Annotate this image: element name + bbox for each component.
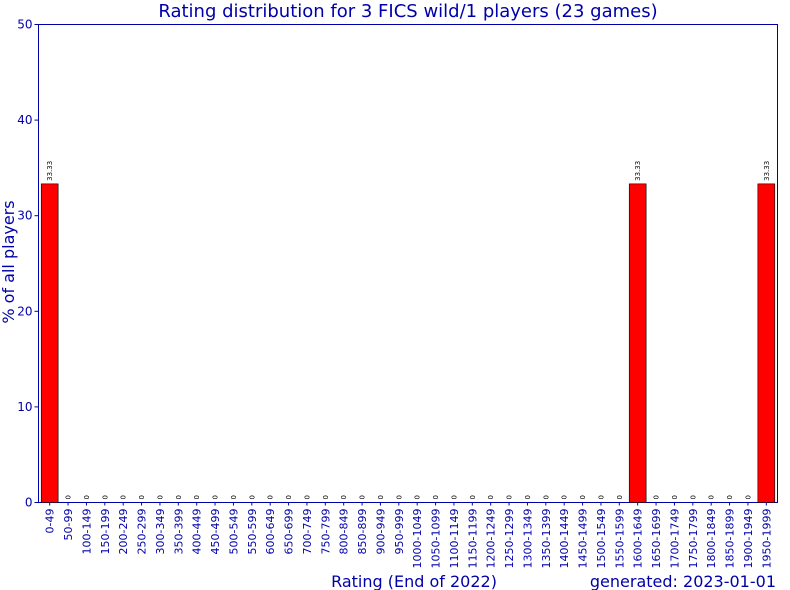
bar-data-label: 0 [432,495,440,499]
bar-data-label: 0 [561,495,569,499]
x-tick-label: 700-749 [301,509,314,555]
bar-data-label: 0 [653,495,661,499]
x-tick-label: 950-999 [393,509,406,555]
x-tick-label: 550-599 [246,509,259,555]
y-axis: 0 10 20 30 40 50 [17,18,39,510]
x-tick-label: 1750-1799 [687,509,700,569]
bar-data-label: 0 [689,495,697,499]
bar-data-label: 0 [285,495,293,499]
bar-data-label: 0 [322,495,330,499]
x-tick-label: 1550-1599 [613,509,626,569]
bar-data-label: 33.33 [763,161,771,181]
bar-data-label: 0 [212,495,220,499]
y-tick-label: 50 [17,18,32,32]
bar-data-label: 0 [377,495,385,499]
x-axis: 0-49 50-99 100-149 150-199 200-249 250-299 300… [44,502,773,569]
y-tick-label: 20 [17,304,32,318]
bar-data-label: 0 [597,495,605,499]
y-tick-label: 40 [17,113,32,127]
y-tick-label: 10 [17,400,32,414]
bar-data-label: 0 [708,495,716,499]
x-tick-label: 600-649 [264,509,277,555]
bar-data-label: 0 [193,495,201,499]
x-tick-label: 850-899 [356,509,369,555]
bar-data-label: 0 [230,495,238,499]
y-tick-label: 30 [17,209,32,223]
plot-frame [38,24,778,503]
x-tick-label: 200-249 [117,509,130,555]
bar-data-label: 0 [359,495,367,499]
bar-data-label: 0 [267,495,275,499]
generated-date: generated: 2023-01-01 [590,572,776,590]
bar-data-label: 0 [450,495,458,499]
bar-data-label: 33.33 [46,161,54,181]
x-tick-label: 0-49 [44,509,57,534]
bar-data-label: 0 [542,495,550,499]
bar-data-label: 0 [671,495,679,499]
bar-data-label: 0 [726,495,734,499]
x-tick-label: 1600-1649 [632,509,645,569]
bar-data-label: 0 [487,495,495,499]
bar-data-label: 0 [65,495,73,499]
bar-data-label: 0 [120,495,128,499]
bar-data-label: 0 [616,495,624,499]
bar-data-label: 0 [83,495,91,499]
x-tick-label: 1000-1049 [411,509,424,569]
x-tick-label: 350-399 [172,509,185,555]
x-tick-label: 800-849 [338,509,351,555]
bar-data-label: 0 [579,495,587,499]
x-tick-label: 1150-1199 [466,509,479,569]
bar-data-label: 0 [340,495,348,499]
x-tick-label: 1450-1499 [577,509,590,569]
x-tick-label: 50-99 [62,509,75,541]
x-tick-label: 1400-1449 [558,509,571,569]
bar-data-label: 0 [156,495,164,499]
bar-0-49 [40,183,59,503]
x-tick-label: 1300-1349 [521,509,534,569]
x-tick-label: 750-799 [319,509,332,555]
x-tick-label: 500-549 [227,509,240,555]
bars-group: 33.33 0 0 0 0 0 0 0 0 0 0 0 0 0 0 0 0 0 0 0 0 0 0 0 0 0 0 0 0 0 0 0 33.3… [40,161,776,503]
x-tick-label: 100-149 [80,509,93,555]
x-tick-label: 900-949 [374,509,387,555]
x-tick-label: 250-299 [136,509,149,555]
x-tick-label: 1700-1749 [668,509,681,569]
y-axis-label: % of all players [0,200,18,323]
bar-data-label: 0 [744,495,752,499]
x-tick-label: 1350-1399 [540,509,553,569]
x-tick-label: 1650-1699 [650,509,663,569]
bar-1600-1649 [628,183,647,503]
x-tick-label: 300-349 [154,509,167,555]
x-tick-label: 1800-1849 [705,509,718,569]
bar-data-label: 0 [506,495,514,499]
y-tick-label: 0 [25,496,33,510]
x-tick-label: 450-499 [209,509,222,555]
x-tick-label: 1250-1299 [503,509,516,569]
x-tick-label: 1100-1149 [448,509,461,569]
bar-1950-1999 [757,183,776,503]
x-tick-label: 1950-1999 [760,509,773,569]
bar-data-label: 0 [303,495,311,499]
bar-data-label: 0 [138,495,146,499]
x-tick-label: 1850-1899 [724,509,737,569]
x-tick-label: 1050-1099 [430,509,443,569]
x-tick-label: 150-199 [99,509,112,555]
bar-data-label: 33.33 [634,161,642,181]
x-tick-label: 400-449 [191,509,204,555]
x-tick-label: 1500-1549 [595,509,608,569]
bar-data-label: 0 [524,495,532,499]
x-tick-label: 1900-1949 [742,509,755,569]
x-tick-label: 1200-1249 [485,509,498,569]
chart-title: Rating distribution for 3 FICS wild/1 pl… [158,1,657,22]
bar-data-label: 0 [395,495,403,499]
bar-data-label: 0 [175,495,183,499]
bar-data-label: 0 [414,495,422,499]
x-tick-label: 650-699 [283,509,296,555]
bar-data-label: 0 [101,495,109,499]
bar-data-label: 0 [248,495,256,499]
x-axis-label: Rating (End of 2022) [331,572,497,590]
bar-data-label: 0 [469,495,477,499]
